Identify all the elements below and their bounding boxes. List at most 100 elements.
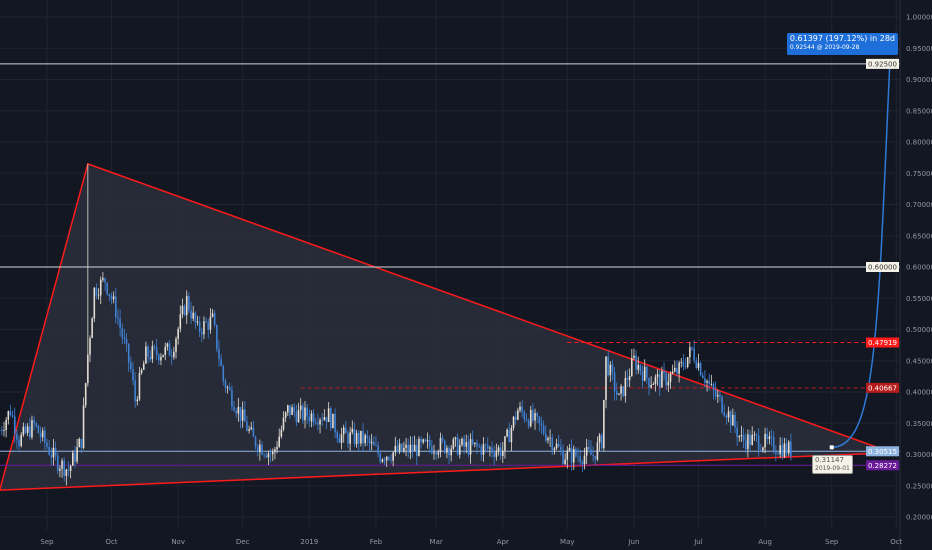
candle-body <box>190 310 192 319</box>
candle-body <box>39 433 42 438</box>
candle-body <box>413 444 416 451</box>
triangle-drawing <box>0 162 893 491</box>
candle-body <box>416 444 418 456</box>
candle-body <box>422 439 425 443</box>
candle-body <box>108 293 111 296</box>
candle-body <box>785 443 788 454</box>
candle-body <box>196 321 199 323</box>
candle-body <box>327 408 330 422</box>
candle-body <box>353 428 356 445</box>
candle-body <box>590 449 592 455</box>
candle-body <box>278 436 280 447</box>
candle-body <box>282 417 285 430</box>
candle-body <box>701 375 704 379</box>
candle-body <box>428 440 431 447</box>
y-tick-label: 0.60000 <box>906 264 932 272</box>
candle-body <box>0 430 1 431</box>
candle-body <box>753 434 756 436</box>
candle-body <box>723 412 726 416</box>
price-label: 0.60000 <box>868 264 897 272</box>
candle-body <box>787 441 790 454</box>
candle-body <box>585 446 588 456</box>
x-tick-label: Aug <box>758 538 772 546</box>
candle-body <box>16 433 18 440</box>
candle-body <box>568 448 571 451</box>
candle-body <box>596 442 599 460</box>
candle-body <box>497 447 500 452</box>
candle-body <box>652 383 655 385</box>
candle-body <box>93 287 96 319</box>
candle-body <box>29 426 31 438</box>
candle-body <box>203 321 205 335</box>
candle-body <box>654 376 657 384</box>
candle-body <box>757 435 760 450</box>
candle-body <box>650 384 652 388</box>
candle-body <box>130 362 132 370</box>
candle-body <box>76 447 78 462</box>
projection-start-handle[interactable] <box>829 445 834 450</box>
candle-body <box>119 318 121 329</box>
candle-body <box>379 453 382 462</box>
x-tick-label: 2019 <box>300 538 318 546</box>
candle-body <box>448 447 450 456</box>
candle-body <box>388 456 390 460</box>
time-axis: Sep Oct Nov Dec 2019 Feb Mar Apr May Jun Jul Aug Sep… <box>40 538 902 546</box>
candle-body <box>725 415 728 418</box>
candle-body <box>250 427 253 430</box>
x-tick-label: Sep <box>40 538 54 546</box>
candle-body <box>123 337 126 340</box>
candle-body <box>547 437 549 441</box>
candle-body <box>615 391 618 395</box>
candle-body <box>201 331 203 335</box>
candle-body <box>553 448 556 451</box>
candle-body <box>198 321 201 332</box>
candle-body <box>237 406 240 414</box>
candle-body <box>433 452 435 454</box>
candle-body <box>744 440 747 450</box>
candle-body <box>342 427 345 435</box>
candle-body <box>689 347 691 358</box>
x-tick-label: Oct <box>105 538 117 546</box>
candle-body <box>72 452 74 466</box>
candle-body <box>508 429 511 443</box>
candle-body <box>61 460 63 469</box>
candle-body <box>121 328 124 338</box>
candle-body <box>646 366 648 378</box>
candle-body <box>89 338 91 355</box>
candle-body <box>693 348 695 361</box>
candle-body <box>607 356 609 376</box>
candle-body <box>336 432 339 439</box>
candle-body <box>714 390 717 397</box>
candle-body <box>274 449 276 452</box>
candle-body <box>656 374 659 377</box>
candle-body <box>502 450 504 457</box>
candle-body <box>643 366 646 381</box>
candle-body <box>175 338 177 352</box>
candle-body <box>259 444 261 452</box>
projection-curve <box>831 63 891 449</box>
candle-body <box>228 387 231 390</box>
candle-body <box>284 412 287 418</box>
candle-body <box>287 405 289 413</box>
candle-body <box>540 423 543 426</box>
candle-body <box>220 358 222 366</box>
candle-body <box>686 357 689 367</box>
candle-body <box>110 295 113 300</box>
candle-body <box>471 439 474 445</box>
candle-body <box>104 278 106 283</box>
candle-body <box>48 447 50 455</box>
candle-body <box>514 416 517 420</box>
candle-body <box>1 430 3 432</box>
candle-body <box>317 422 319 425</box>
candle-body <box>304 407 306 421</box>
candle-body <box>443 440 446 453</box>
x-tick-label: Sep <box>825 538 839 546</box>
candle-body <box>426 440 429 442</box>
candle-body <box>239 406 242 421</box>
candle-body <box>136 399 139 402</box>
candle-body <box>377 445 379 454</box>
